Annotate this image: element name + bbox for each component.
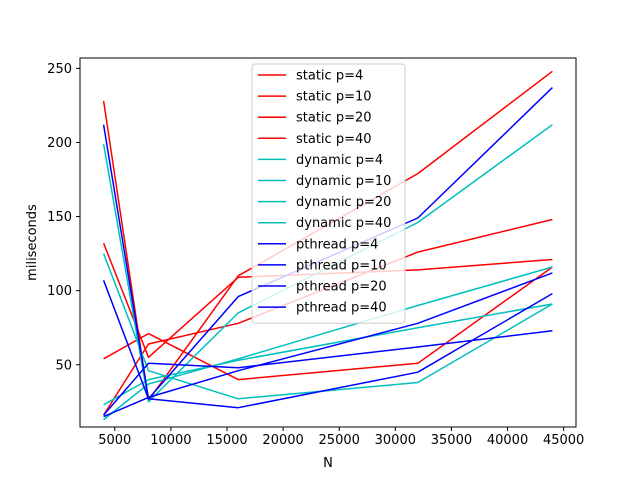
y-tick-label: 100 — [47, 284, 72, 299]
x-tick-label: 10000 — [150, 433, 191, 448]
series-line-pthread-p-4 — [102, 87, 553, 400]
x-tick-label: 30000 — [375, 433, 416, 448]
x-tick-label: 40000 — [487, 433, 528, 448]
x-tick-label: 25000 — [319, 433, 360, 448]
y-tick-label: 200 — [47, 136, 72, 151]
series-line-dynamic-p-4 — [102, 124, 553, 403]
series-line-pthread-p-10 — [102, 280, 553, 409]
x-tick-label: 45000 — [543, 433, 584, 448]
legend-label-dynamic-p-40: dynamic p=40 — [296, 216, 391, 231]
legend-label-static-p-20: static p=20 — [296, 111, 372, 126]
x-tick-label: 35000 — [431, 433, 472, 448]
y-axis-ticks: 50 100 150 200 250 — [47, 62, 80, 373]
y-axis-label: miliseconds — [25, 204, 40, 281]
series-line-dynamic-p-40 — [103, 266, 553, 421]
legend-label-dynamic-p-20: dynamic p=20 — [296, 195, 391, 210]
legend-label-static-p-4: static p=4 — [296, 69, 363, 84]
x-axis-ticks: 5000 10000 15000 20000 25000 30000 35000 40000 4… — [98, 427, 584, 448]
legend-label-pthread-p-20: pthread p=20 — [296, 280, 387, 295]
y-tick-label: 150 — [47, 210, 72, 225]
series-lines — [102, 70, 553, 421]
series-line-dynamic-p-20 — [103, 303, 553, 406]
legend-label-pthread-p-40: pthread p=40 — [296, 301, 387, 316]
series-line-pthread-p-40 — [103, 272, 553, 418]
legend-label-static-p-10: static p=10 — [296, 90, 372, 105]
x-axis-label: N — [323, 456, 333, 471]
x-tick-label: 15000 — [206, 433, 247, 448]
y-tick-label: 50 — [55, 358, 72, 373]
legend-label-pthread-p-4: pthread p=4 — [296, 237, 378, 252]
series-line-pthread-p-20 — [103, 329, 553, 416]
x-tick-label: 5000 — [98, 433, 131, 448]
x-tick-label: 20000 — [262, 433, 303, 448]
legend-label-dynamic-p-4: dynamic p=4 — [296, 153, 383, 168]
legend: static p=4 static p=10 static p=20 static p… — [251, 63, 406, 324]
series-line-static-p-20 — [103, 266, 553, 381]
y-tick-label: 250 — [47, 62, 72, 77]
series-line-static-p-4 — [102, 70, 553, 402]
series-line-dynamic-p-10 — [102, 253, 553, 400]
plot-frame — [79, 57, 577, 428]
legend-label-pthread-p-10: pthread p=10 — [296, 258, 387, 273]
legend-label-dynamic-p-10: dynamic p=10 — [296, 174, 391, 189]
series-line-static-p-40 — [102, 218, 553, 416]
legend-box — [251, 63, 406, 324]
legend-label-static-p-40: static p=40 — [296, 132, 372, 147]
